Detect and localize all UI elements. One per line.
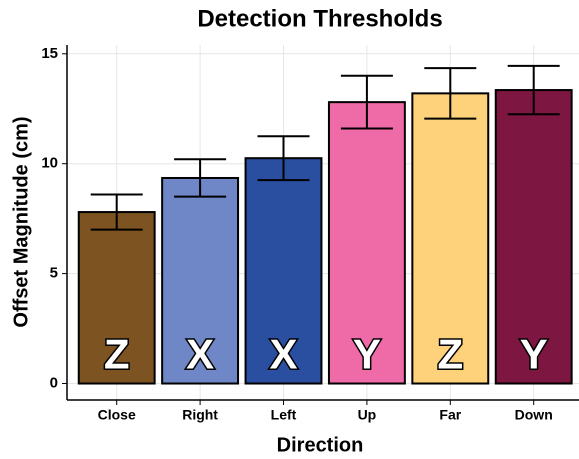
bar — [411, 92, 490, 385]
bar-label: Y — [520, 331, 548, 378]
bar-label: Y — [353, 331, 381, 378]
x-tick-label: Close — [98, 407, 136, 423]
x-tick-label: Down — [515, 407, 553, 423]
y-axis-label: Offset Magnitude (cm) — [10, 116, 32, 327]
y-tick-label: 5 — [50, 265, 58, 282]
bar — [327, 101, 406, 385]
bar-label: X — [186, 331, 214, 378]
y-tick-label: 15 — [41, 45, 58, 62]
bar-label: Z — [104, 331, 130, 378]
x-tick-label: Up — [358, 407, 377, 423]
bar-label: Z — [437, 331, 463, 378]
y-tick-label: 0 — [50, 374, 58, 391]
x-tick-label: Left — [271, 407, 297, 423]
chart-title: Detection Thresholds — [197, 5, 442, 32]
bar — [161, 176, 240, 385]
bar — [77, 211, 156, 385]
bar — [494, 89, 573, 385]
bar — [244, 157, 323, 385]
x-tick-label: Right — [182, 407, 218, 423]
x-tick-label: Far — [439, 407, 461, 423]
bar-label: X — [269, 331, 297, 378]
x-axis-label: Direction — [277, 434, 364, 456]
y-tick-label: 10 — [41, 155, 58, 172]
